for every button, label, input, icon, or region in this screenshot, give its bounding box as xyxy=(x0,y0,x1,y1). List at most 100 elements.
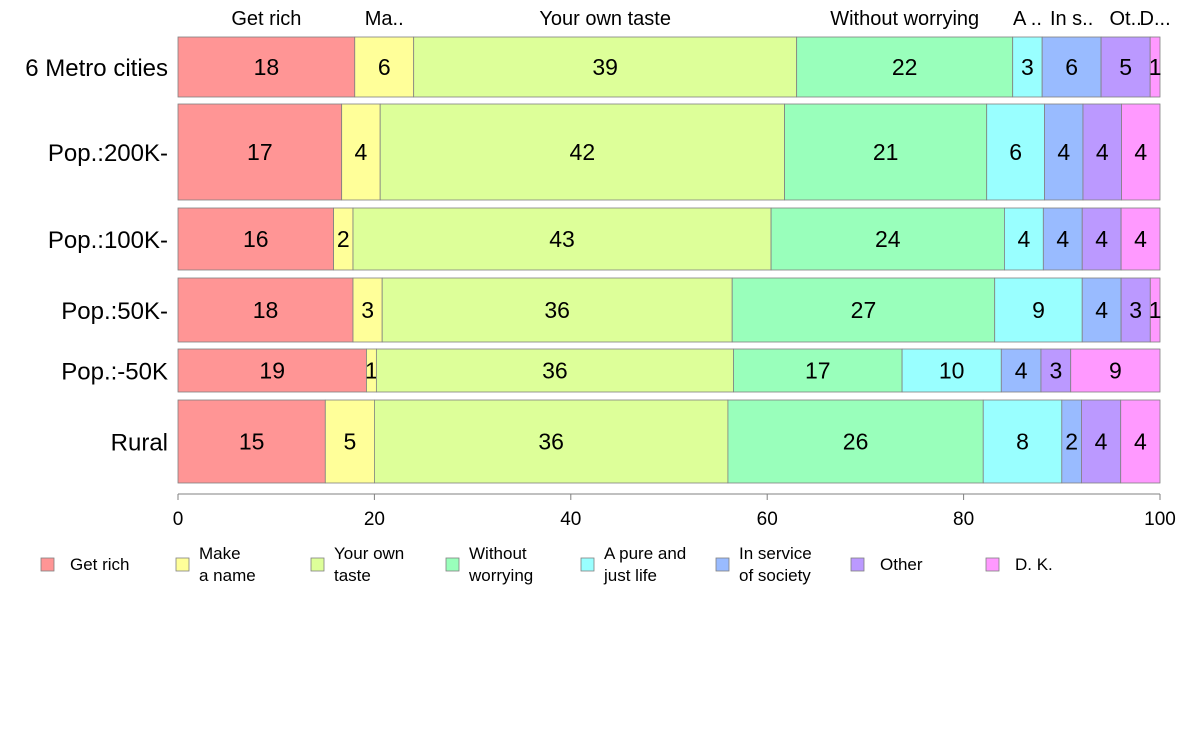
legend-item-other: Other xyxy=(850,555,923,574)
bar-segment-make-a-name xyxy=(354,36,415,98)
bar-value-label: 22 xyxy=(892,54,918,80)
bar-value-label: 2 xyxy=(1065,429,1078,455)
top-label-your-own-taste: Your own taste xyxy=(539,8,671,30)
bar-segment-your-own-taste xyxy=(352,207,772,271)
bar-value-label: 2 xyxy=(337,226,350,252)
x-tick-label: 100 xyxy=(1144,509,1176,530)
legend-label: Without xyxy=(469,544,527,563)
bar-segment-a-pure-and-just-life xyxy=(901,348,1002,393)
bar-segment-make-a-name xyxy=(341,103,381,201)
legend-label: just life xyxy=(603,566,657,585)
bar-segment-other xyxy=(1120,277,1151,343)
bar-segment-a-pure-and-just-life xyxy=(1012,36,1043,98)
bar-value-label: 17 xyxy=(805,358,831,384)
legend: Get rich Make a name Your own taste Without wo… xyxy=(40,544,1053,585)
legend-item-a-pure-and-just-life: A pure and just life xyxy=(580,544,686,585)
bar-segment-without-worrying xyxy=(770,207,1005,271)
bar-segment-get-rich xyxy=(177,103,343,201)
bar-value-label: 5 xyxy=(1119,54,1132,80)
bar-segment-in-service-of-society xyxy=(1000,348,1042,393)
row-label-pop-50k: Pop.:50K- xyxy=(61,298,168,325)
top-label-get-rich: Get rich xyxy=(231,8,301,30)
bar-value-label: 4 xyxy=(1134,429,1147,455)
bar-value-label: 4 xyxy=(1095,429,1108,455)
top-label-a-pure-and-just-life: A .. xyxy=(1013,8,1042,30)
bar-value-label: 36 xyxy=(544,297,570,323)
legend-swatch xyxy=(40,557,55,572)
bar-row-pop-200k: 17 4 42 21 6 4 4 4 xyxy=(177,103,1161,201)
bar-value-label: 4 xyxy=(1057,139,1070,165)
bar-value-label: 24 xyxy=(875,226,901,252)
row-label-pop-50k: Pop.:-50K xyxy=(61,359,168,386)
legend-label: a name xyxy=(199,566,256,585)
bar-value-label: 9 xyxy=(1032,297,1045,323)
bar-segment-make-a-name xyxy=(352,277,383,343)
bar-segment-your-own-taste xyxy=(375,348,734,393)
x-tick-label: 20 xyxy=(364,509,385,530)
bar-row-pop-50k: 19 1 36 17 10 4 3 9 xyxy=(177,348,1161,393)
bar-segment-get-rich xyxy=(177,348,367,393)
bar-row-pop-50k: 18 3 36 27 9 4 3 1 xyxy=(177,277,1162,343)
bar-segment-d-k xyxy=(1149,277,1161,343)
legend-item-your-own-taste: Your own taste xyxy=(310,544,404,585)
legend-label: taste xyxy=(334,566,371,585)
bars: 18 6 39 22 3 6 5 117 4 42 21 6 4 4 416 2 43 24 4 4 4 418 3 36 27… xyxy=(177,36,1162,484)
bar-value-label: 19 xyxy=(259,358,285,384)
bar-segment-make-a-name xyxy=(324,399,375,484)
bar-segment-without-worrying xyxy=(796,36,1014,98)
bar-value-label: 1 xyxy=(1149,54,1162,80)
legend-swatch xyxy=(175,557,190,572)
x-tick-label: 60 xyxy=(757,509,778,530)
top-label-other: Ot.. xyxy=(1110,8,1142,30)
x-tick-label: 40 xyxy=(560,509,581,530)
bar-segment-in-service-of-society xyxy=(1044,103,1084,201)
legend-item-without-worrying: Without worrying xyxy=(445,544,533,585)
legend-label: Other xyxy=(880,555,923,574)
bar-row-pop-100k: 16 2 43 24 4 4 4 4 xyxy=(177,207,1161,271)
bar-segment-your-own-taste xyxy=(381,277,733,343)
legend-swatch xyxy=(985,557,1000,572)
bar-row-6-metro-cities: 18 6 39 22 3 6 5 1 xyxy=(177,36,1162,98)
legend-label: Make xyxy=(199,544,241,563)
legend-swatch xyxy=(580,557,595,572)
bar-value-label: 4 xyxy=(1056,226,1069,252)
x-tick-label: 80 xyxy=(953,509,974,530)
bar-segment-a-pure-and-just-life xyxy=(994,277,1083,343)
bar-segment-get-rich xyxy=(177,36,356,98)
bar-segment-without-worrying xyxy=(733,348,903,393)
legend-label: worrying xyxy=(468,566,533,585)
legend-label: D. K. xyxy=(1015,555,1053,574)
bar-value-label: 4 xyxy=(1015,358,1028,384)
bar-value-label: 43 xyxy=(549,226,575,252)
bar-segment-in-service-of-society xyxy=(1081,277,1122,343)
bar-segment-without-worrying xyxy=(784,103,988,201)
bar-value-label: 26 xyxy=(843,429,869,455)
legend-label: A pure and xyxy=(604,544,686,563)
legend-label: Get rich xyxy=(70,555,130,574)
bar-value-label: 18 xyxy=(253,297,279,323)
bar-value-label: 6 xyxy=(1009,139,1022,165)
bar-segment-other xyxy=(1081,399,1122,484)
bar-value-label: 42 xyxy=(570,139,596,165)
bar-value-label: 18 xyxy=(254,54,280,80)
bar-value-label: 4 xyxy=(1095,297,1108,323)
bar-value-label: 36 xyxy=(542,358,568,384)
bar-value-label: 4 xyxy=(1134,139,1147,165)
bar-segment-in-service-of-society xyxy=(1042,207,1083,271)
bar-segment-other xyxy=(1100,36,1151,98)
legend-label: Your own xyxy=(334,544,404,563)
bar-value-label: 6 xyxy=(1065,54,1078,80)
bar-segment-other xyxy=(1040,348,1072,393)
bar-segment-d-k xyxy=(1149,36,1161,98)
bar-value-label: 39 xyxy=(592,54,618,80)
bar-value-label: 4 xyxy=(1017,226,1030,252)
bar-value-label: 9 xyxy=(1109,358,1122,384)
row-labels: 6 Metro cities Pop.:200K- Pop.:100K- Pop.:5… xyxy=(25,55,168,457)
bar-value-label: 1 xyxy=(1149,297,1162,323)
x-axis: 0 20 40 60 80 100 xyxy=(173,493,1176,530)
bar-value-label: 3 xyxy=(1021,54,1034,80)
legend-item-d-k: D. K. xyxy=(985,555,1053,574)
bar-value-label: 3 xyxy=(1129,297,1142,323)
bar-segment-get-rich xyxy=(177,277,354,343)
